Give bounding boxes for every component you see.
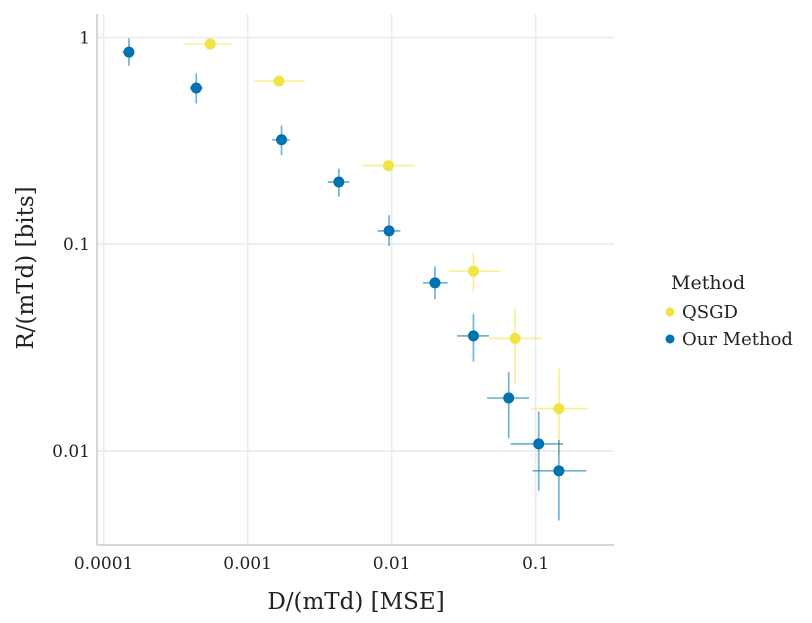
qsgd-point bbox=[273, 75, 285, 87]
qsgd-point bbox=[204, 38, 216, 50]
our-method-point bbox=[276, 134, 288, 146]
legend-marker-our-method bbox=[665, 334, 675, 344]
our-method-point bbox=[383, 225, 395, 237]
tick-labels: 0.0001 0.001 0.01 0.1 0.01 0.1 1 bbox=[52, 29, 549, 574]
x-axis-title: D/(mTd) [MSE] bbox=[267, 589, 444, 615]
our-method-point bbox=[429, 277, 441, 289]
x-tick-label: 0.01 bbox=[373, 554, 411, 574]
data-points bbox=[123, 38, 565, 477]
grid bbox=[97, 14, 614, 545]
y-tick-label: 1 bbox=[79, 29, 90, 49]
axes bbox=[96, 14, 614, 546]
x-tick-label: 0.1 bbox=[522, 554, 549, 574]
legend: Method QSGD Our Method bbox=[665, 272, 793, 350]
qsgd-point bbox=[382, 160, 394, 172]
legend-label-qsgd: QSGD bbox=[682, 302, 738, 323]
legend-label-our-method: Our Method bbox=[682, 329, 793, 350]
qsgd-point bbox=[553, 403, 565, 415]
qsgd-point bbox=[509, 332, 521, 344]
legend-marker-qsgd bbox=[665, 307, 675, 317]
qsgd-point bbox=[467, 265, 479, 277]
our-method-point bbox=[123, 46, 135, 58]
y-axis-title: R/(mTd) [bits] bbox=[13, 186, 39, 349]
legend-title: Method bbox=[671, 272, 745, 294]
y-tick-label: 0.01 bbox=[52, 442, 90, 462]
x-tick-label: 0.001 bbox=[223, 554, 272, 574]
our-method-point bbox=[533, 438, 545, 450]
error-bars bbox=[122, 38, 588, 521]
our-method-point bbox=[503, 392, 515, 404]
our-method-point bbox=[190, 82, 202, 94]
our-method-point bbox=[467, 330, 479, 342]
y-tick-label: 0.1 bbox=[63, 235, 90, 255]
our-method-point bbox=[333, 176, 345, 188]
our-method-point bbox=[553, 465, 565, 477]
x-tick-label: 0.0001 bbox=[74, 554, 133, 574]
